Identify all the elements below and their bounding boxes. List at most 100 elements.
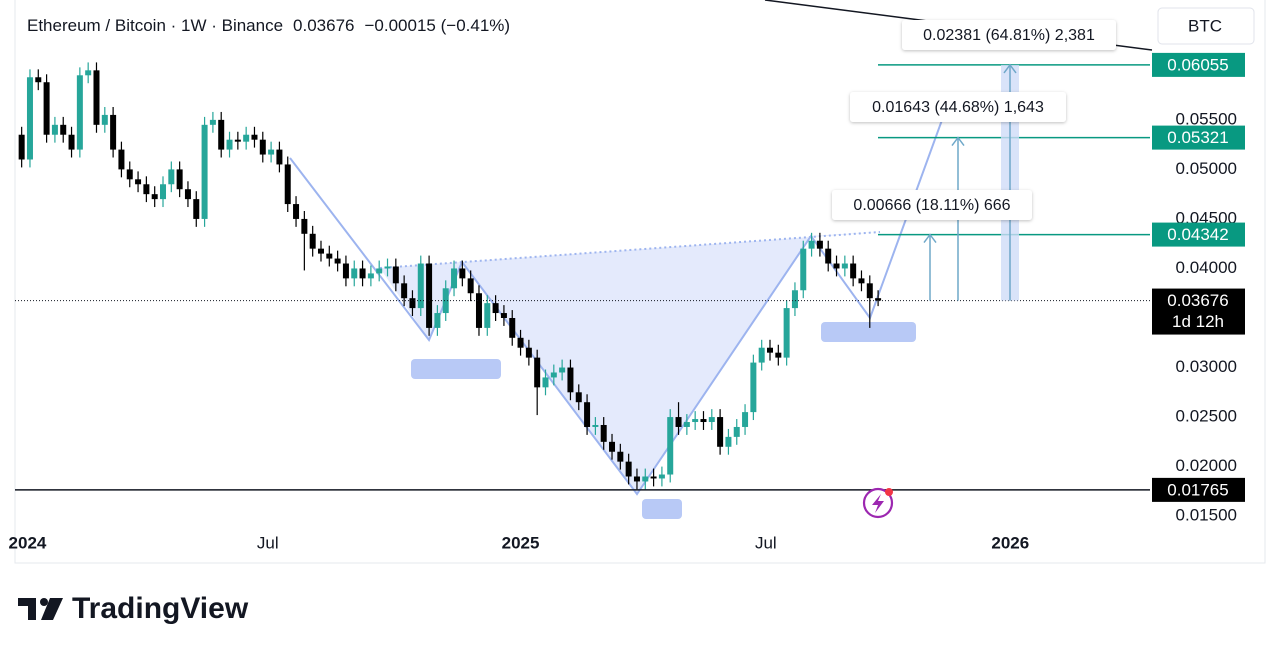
logo-shape	[40, 598, 48, 606]
overlay: 0.015000.020000.025000.030000.040000.045…	[832, 20, 1245, 525]
candle-body	[126, 169, 133, 180]
y-tick-label: 0.05500	[1176, 109, 1237, 128]
candle-body	[301, 218, 308, 234]
candle-body	[51, 124, 58, 135]
candle-body	[791, 290, 798, 309]
candle-body	[459, 268, 466, 279]
level-label: 0.04342	[1167, 225, 1228, 244]
candle-body	[858, 278, 865, 284]
currency-button[interactable]	[1157, 7, 1255, 45]
head-fill	[462, 232, 880, 494]
candle-body	[209, 119, 216, 125]
y-tick-label: 0.02000	[1176, 456, 1237, 475]
candle-body	[567, 367, 574, 393]
candle-body	[525, 347, 532, 358]
level-label: 0.05321	[1167, 128, 1228, 147]
price-label: 0.03676	[1167, 291, 1228, 310]
candle-body	[168, 169, 175, 185]
candle-body	[351, 268, 358, 279]
candle-body	[401, 283, 408, 299]
candle-body	[376, 268, 383, 274]
candle-body	[783, 308, 790, 358]
candle-body	[176, 169, 183, 190]
candle-body	[575, 392, 582, 403]
y-tick-label: 0.03000	[1176, 357, 1237, 376]
candle-body	[359, 268, 366, 279]
logo-shape	[18, 598, 36, 620]
candle-body	[708, 417, 715, 423]
candle-body	[825, 248, 832, 264]
candle-body	[475, 293, 482, 328]
candle-body	[326, 253, 333, 259]
highlight	[642, 499, 682, 519]
candle-body	[243, 134, 250, 142]
candle-body	[742, 412, 749, 427]
level-label: 0.06055	[1167, 55, 1228, 74]
highlight	[411, 359, 501, 379]
level-label-bg	[1152, 125, 1245, 150]
alert-icon[interactable]	[862, 487, 894, 519]
candle-body	[542, 377, 549, 388]
candle-body	[534, 357, 541, 388]
candle-body	[650, 476, 657, 479]
candle-body	[26, 77, 33, 160]
level-label-bg	[1152, 52, 1245, 77]
logo-shape	[41, 598, 63, 620]
x-tick-label: Jul	[257, 533, 279, 552]
symbol: Ethereum / Bitcoin · 1W · Binance	[27, 16, 283, 35]
candle-body	[816, 240, 823, 249]
x-tick-label: 2025	[502, 533, 540, 552]
candle-body	[151, 194, 158, 200]
candle-body	[467, 278, 474, 294]
candle-body	[625, 461, 632, 477]
candle-body	[184, 189, 191, 200]
arrow-head	[1003, 63, 1017, 74]
x-tick-label: Jul	[755, 533, 777, 552]
candle-body	[342, 263, 349, 279]
last-price: 0.03676	[293, 16, 354, 35]
icon-dot[interactable]	[885, 488, 893, 496]
arrow-head	[923, 233, 937, 244]
candle-body	[600, 424, 607, 442]
arrow-head	[951, 136, 965, 147]
brand-name: TradingView	[72, 592, 249, 625]
candle-body	[334, 258, 341, 264]
candle-body	[18, 134, 25, 160]
y-tick-label: 0.04000	[1176, 258, 1237, 277]
candle-body	[268, 149, 275, 155]
candle-body	[451, 268, 458, 289]
candle-body	[550, 372, 557, 378]
measure-box	[850, 92, 1066, 122]
currency[interactable]: BTC	[1188, 16, 1222, 35]
candle-body	[492, 303, 499, 314]
candle-body	[841, 263, 848, 269]
candle-body	[434, 313, 441, 328]
measure-label: 0.00666 (18.11%) 666	[853, 197, 1010, 214]
candle-body	[392, 266, 399, 284]
candle-body	[683, 422, 690, 427]
candle-body	[234, 139, 241, 142]
candle-body	[201, 124, 208, 219]
candle-body	[717, 417, 724, 447]
candle-body	[633, 476, 640, 482]
candle-body	[35, 77, 42, 83]
x-tick-label: 2024	[9, 533, 47, 552]
candle-body	[409, 298, 416, 309]
icon-bolt[interactable]	[872, 494, 884, 513]
chart-frame	[14, 0, 1266, 564]
candle-body	[309, 233, 316, 249]
candle-body	[808, 240, 815, 249]
candle-body	[276, 149, 283, 165]
candle-body	[833, 263, 840, 269]
plot	[15, 62, 1150, 491]
measure-label: 0.01643 (44.68%) 1,643	[872, 99, 1044, 116]
candle-body	[193, 199, 200, 219]
candle-body	[76, 75, 83, 150]
candle-body	[160, 184, 167, 200]
candle-body	[484, 303, 491, 328]
measure-label: 0.02381 (64.81%) 2,381	[923, 27, 1095, 44]
candle-body	[584, 402, 591, 427]
candle-body	[143, 184, 150, 195]
